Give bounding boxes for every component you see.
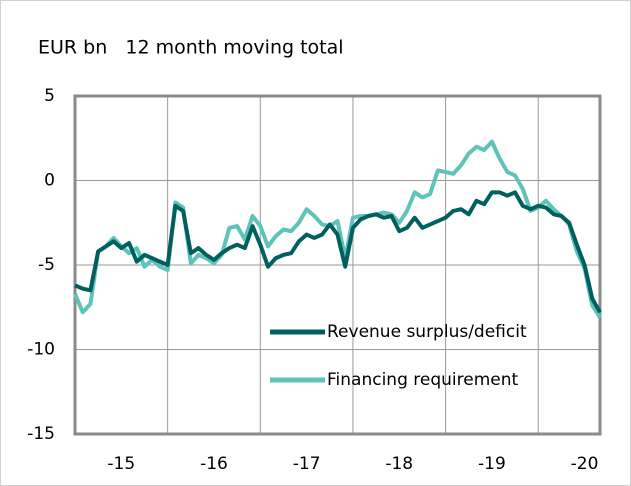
legend-label: Revenue surplus/deficit (327, 322, 527, 342)
y-tick-label: 5 (44, 86, 55, 106)
x-tick-label: -17 (293, 454, 321, 474)
y-tick-label: 0 (44, 171, 55, 191)
y-tick-label: -15 (27, 424, 55, 444)
x-tick-label: -16 (200, 454, 228, 474)
series-line (74, 190, 602, 314)
series-line (73, 139, 602, 319)
x-tick-label: -20 (571, 454, 599, 474)
plot-border (73, 94, 602, 436)
chart-title: EUR bn 12 month moving total (38, 37, 344, 59)
legend-label: Financing requirement (327, 370, 519, 390)
y-tick-label: -5 (38, 255, 55, 275)
x-tick-label: -19 (478, 454, 506, 474)
y-tick-label: -10 (27, 340, 55, 360)
x-tick-label: -15 (107, 454, 135, 474)
x-tick-label: -18 (385, 454, 413, 474)
